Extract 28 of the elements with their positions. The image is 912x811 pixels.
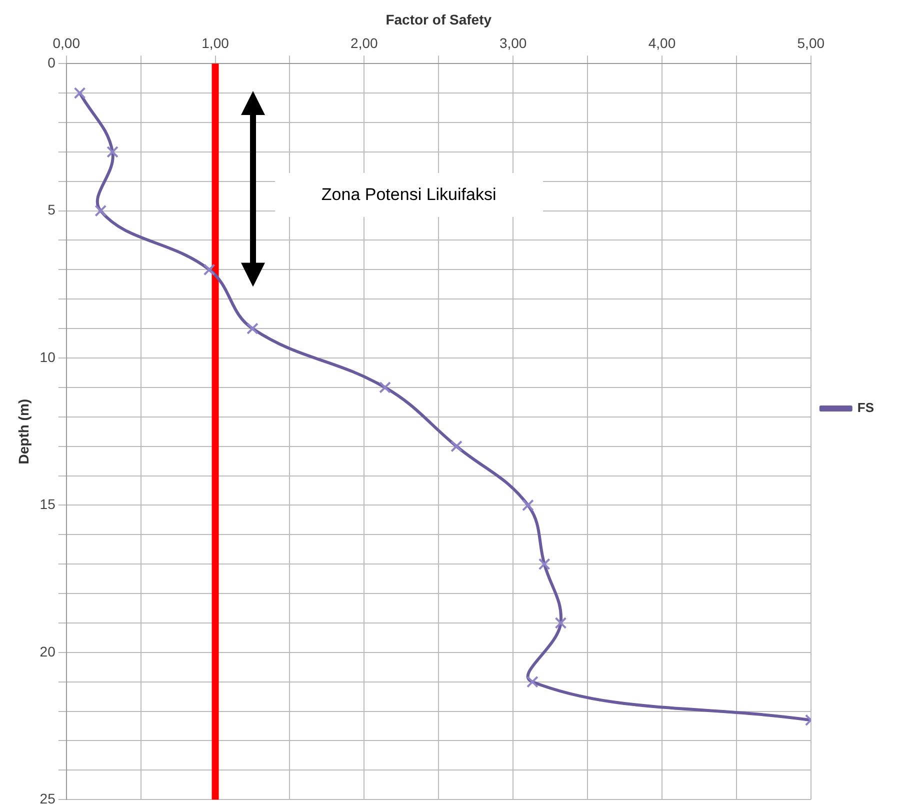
y-tick-label: 10 bbox=[40, 348, 56, 365]
y-tick-label: 25 bbox=[40, 790, 56, 806]
y-tick-label: 20 bbox=[40, 643, 56, 660]
x-tick-label: 5,00 bbox=[797, 35, 825, 52]
x-tick-label: 2,00 bbox=[350, 35, 378, 52]
y-axis-title: Depth (m) bbox=[15, 398, 32, 464]
legend-label: FS bbox=[857, 400, 874, 416]
x-tick-label: 1,00 bbox=[202, 35, 230, 52]
y-tick-label: 15 bbox=[40, 496, 56, 512]
annotation: Zona Potensi Likuifaksi bbox=[321, 184, 496, 204]
note-box: Zona Potensi Likuifaksi bbox=[274, 172, 543, 217]
point bbox=[379, 381, 391, 394]
x-axis-title: Factor of Safety bbox=[386, 11, 492, 28]
point bbox=[74, 87, 86, 99]
point bbox=[94, 204, 107, 217]
point bbox=[526, 676, 538, 688]
x-tick-label: 3,00 bbox=[499, 35, 527, 52]
point bbox=[554, 617, 567, 629]
point bbox=[203, 264, 216, 276]
x-tick-label: 0,00 bbox=[52, 35, 80, 52]
point bbox=[522, 499, 534, 512]
y-tick-label: 5 bbox=[48, 202, 56, 218]
point bbox=[538, 558, 550, 570]
y-tick-label: 0 bbox=[48, 54, 56, 70]
point bbox=[246, 322, 258, 335]
point bbox=[106, 146, 118, 158]
x-tick-label: 4,00 bbox=[648, 35, 676, 52]
point bbox=[450, 440, 462, 452]
